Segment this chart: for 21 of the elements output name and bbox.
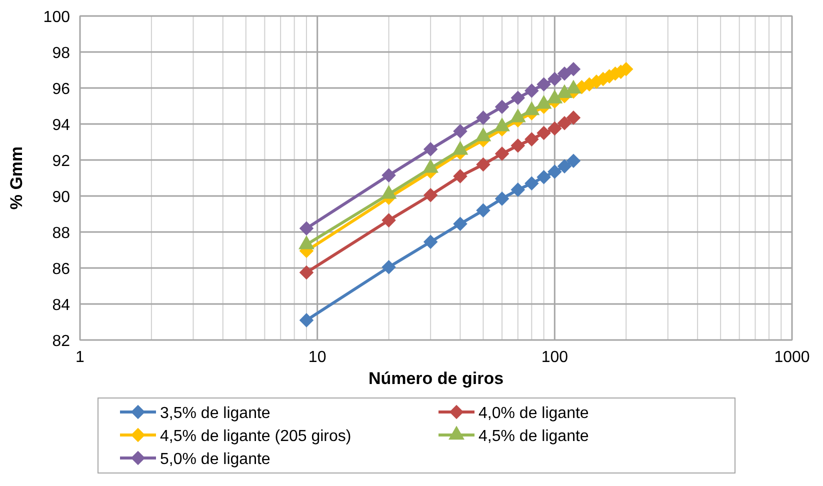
y-tick-label: 92 [52,153,70,170]
x-tick-label: 1000 [774,349,810,366]
y-tick-label: 84 [52,297,70,314]
x-tick-label: 1 [76,349,85,366]
y-tick-label: 86 [52,261,70,278]
y-tick-label: 98 [52,45,70,62]
y-tick-label: 96 [52,81,70,98]
y-axis-title: % Gmm [7,146,26,210]
y-tick-label: 82 [52,333,70,350]
y-tick-label: 94 [52,117,70,134]
legend-label: 5,0% de ligante [160,451,270,468]
y-tick-label: 90 [52,189,70,206]
x-tick-label: 10 [308,349,326,366]
legend-label: 3,5% de ligante [160,405,270,422]
legend-label: 4,5% de ligante [478,428,589,445]
x-axis-title: Número de giros [368,369,504,388]
legend-label: 4,5% de ligante (205 giros) [160,428,352,445]
y-tick-label: 88 [52,225,70,242]
x-tick-label: 100 [541,349,568,366]
legend-label: 4,0% de ligante [478,405,589,422]
y-tick-label: 100 [43,9,70,26]
